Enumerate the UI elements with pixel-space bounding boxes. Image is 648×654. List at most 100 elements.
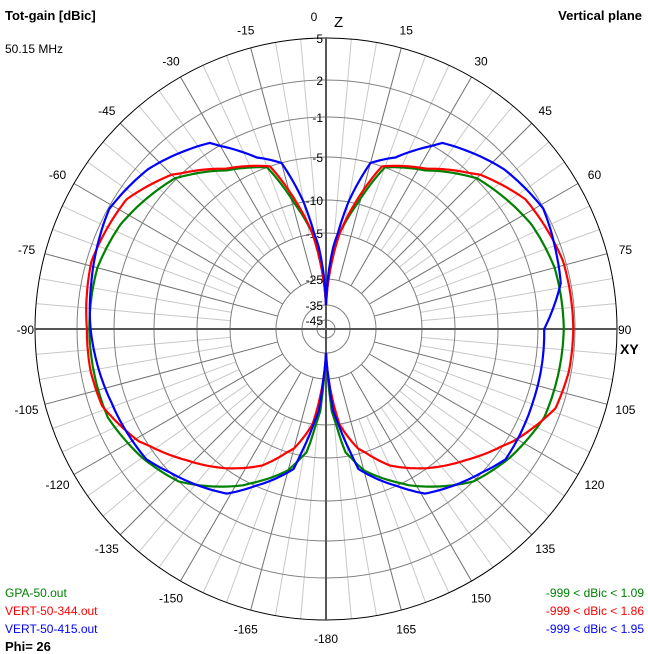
legend-range-2: -999 < dBic < 1.95	[545, 622, 644, 636]
angle-tick-label: -105	[15, 403, 39, 417]
radial-tick-label: -45	[306, 314, 324, 328]
radial-gridline-minor	[300, 39, 319, 234]
radial-gridline	[350, 372, 472, 582]
angle-tick-label: 90	[618, 323, 632, 337]
angle-tick-label: 45	[539, 104, 553, 118]
radial-gridline-minor	[226, 419, 294, 603]
radial-gridline	[350, 76, 472, 286]
phi-label: Phi= 26	[5, 639, 51, 654]
angle-tick-label: 60	[588, 168, 602, 182]
plane-label: Vertical plane	[558, 8, 642, 23]
radial-gridline-minor	[62, 205, 240, 289]
radial-gridline	[180, 372, 302, 582]
radial-gridline	[361, 364, 533, 536]
angle-tick-label: 120	[584, 478, 604, 492]
radial-gridline-minor	[138, 402, 265, 553]
radial-gridline	[73, 353, 283, 475]
radial-gridline-minor	[333, 424, 352, 619]
radial-gridline	[369, 353, 579, 475]
radial-gridline-minor	[62, 369, 240, 453]
radial-gridline	[338, 377, 402, 611]
frequency-label: 50.15 MHz	[5, 42, 64, 56]
radial-tick-label: -5	[312, 151, 323, 165]
radial-gridline-minor	[366, 415, 450, 593]
legend-series-2: VERT-50-415.out	[5, 622, 98, 636]
angle-tick-label: 150	[471, 591, 491, 605]
radial-gridline	[369, 183, 579, 305]
series-line-1	[85, 164, 575, 470]
angle-tick-label: -90	[17, 323, 35, 337]
radial-gridline-minor	[412, 205, 590, 289]
angle-tick-label: 135	[535, 542, 555, 556]
radial-gridline-minor	[39, 277, 232, 313]
radial-gridline-minor	[36, 336, 231, 355]
radial-gridline-minor	[87, 383, 248, 497]
radial-gridline-minor	[416, 361, 600, 429]
angle-tick-label: -45	[98, 104, 116, 118]
radial-tick-label: 5	[316, 32, 323, 46]
radial-tick-label: 2	[316, 74, 323, 88]
radial-gridline	[119, 122, 291, 294]
radial-gridline-minor	[102, 141, 253, 268]
radial-gridline-minor	[387, 105, 514, 256]
z-axis-label: Z	[334, 14, 343, 31]
radial-gridline-minor	[404, 383, 565, 497]
radial-gridline	[374, 253, 608, 317]
radial-gridline-minor	[421, 336, 616, 355]
radial-gridline-minor	[36, 303, 231, 322]
radial-gridline-minor	[421, 303, 616, 322]
radial-gridline	[374, 341, 608, 405]
radial-gridline	[44, 341, 278, 405]
radial-gridline-minor	[416, 229, 600, 297]
radial-gridline-minor	[333, 39, 352, 234]
radial-gridline-minor	[420, 277, 613, 313]
xy-axis-label: XY	[620, 341, 639, 357]
angle-tick-label: -30	[162, 55, 180, 69]
radial-gridline	[73, 183, 283, 305]
radial-gridline	[44, 253, 278, 317]
angle-tick-label: 30	[474, 55, 488, 69]
angle-tick-label: -135	[95, 542, 119, 556]
radial-gridline	[180, 76, 302, 286]
radial-gridline	[361, 122, 533, 294]
chart-title: Tot-gain [dBic]	[5, 8, 96, 23]
angle-tick-label: 105	[615, 403, 635, 417]
radial-gridline-minor	[399, 141, 550, 268]
radial-gridline	[250, 377, 314, 611]
radial-gridline-minor	[87, 161, 248, 275]
radial-gridline-minor	[300, 424, 319, 619]
angle-tick-label: -60	[49, 168, 67, 182]
radial-tick-label: -10	[306, 194, 324, 208]
radial-tick-label: -25	[306, 273, 324, 287]
angle-tick-label: -150	[159, 591, 183, 605]
legend-series-1: VERT-50-344.out	[5, 604, 98, 618]
legend-range-1: -999 < dBic < 1.86	[545, 604, 644, 618]
radial-gridline-minor	[358, 419, 426, 603]
angle-tick-label: -15	[237, 24, 255, 38]
radial-gridline-minor	[387, 402, 514, 553]
legend-range-0: -999 < dBic < 1.09	[545, 586, 644, 600]
radial-gridline-minor	[39, 345, 232, 381]
angle-tick-label: 0	[311, 10, 318, 24]
angle-tick-label: -75	[18, 243, 36, 257]
angle-tick-label: 15	[400, 24, 414, 38]
radial-tick-label: -1	[312, 111, 323, 125]
radial-gridline-minor	[404, 161, 565, 275]
radial-tick-label: -35	[306, 299, 324, 313]
radial-gridline-minor	[274, 423, 310, 616]
angle-tick-label: -120	[46, 478, 70, 492]
radial-gridline	[119, 364, 291, 536]
angle-tick-label: 75	[619, 243, 633, 257]
radial-gridline-minor	[412, 369, 590, 453]
radial-gridline-minor	[226, 55, 294, 239]
angle-tick-label: -180	[314, 632, 338, 646]
radial-gridline-minor	[420, 345, 613, 381]
legend-series-0: GPA-50.out	[5, 586, 67, 600]
angle-tick-label: -165	[234, 622, 258, 636]
radial-gridline-minor	[202, 415, 286, 593]
radial-gridline-minor	[52, 229, 236, 297]
radial-gridline-minor	[138, 105, 265, 256]
radial-gridline-minor	[358, 55, 426, 239]
radial-gridline-minor	[342, 423, 378, 616]
